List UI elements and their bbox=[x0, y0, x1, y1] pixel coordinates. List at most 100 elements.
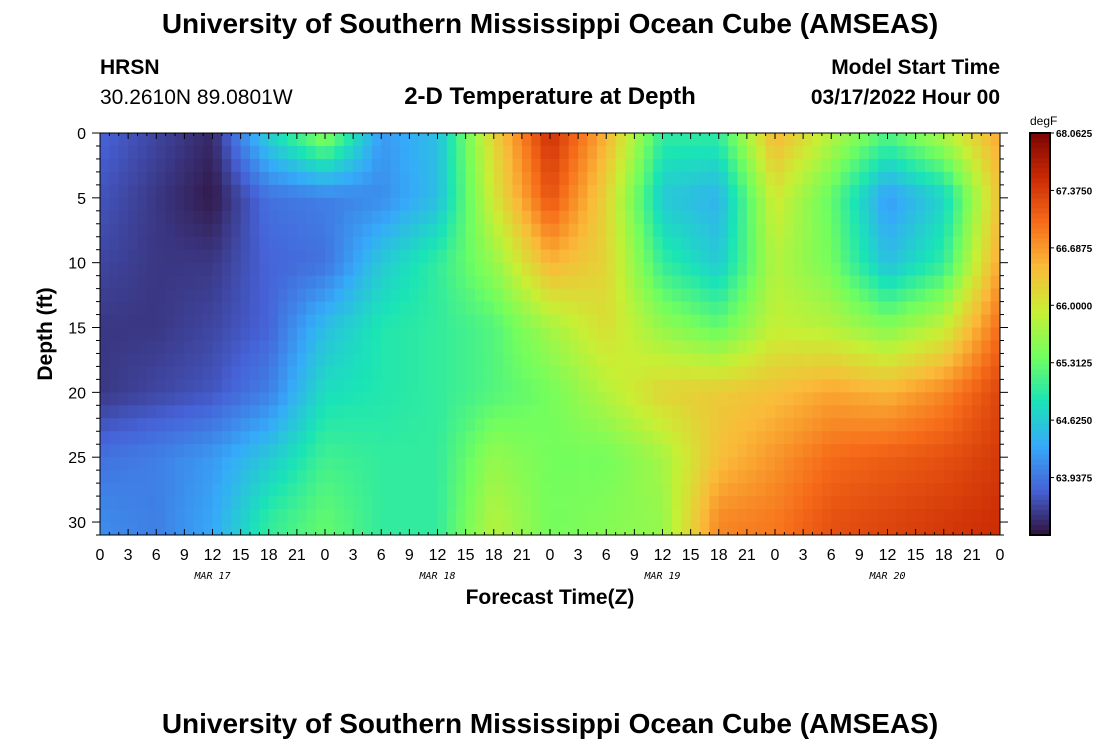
heatmap-cell bbox=[100, 158, 110, 173]
heatmap-cell bbox=[418, 509, 429, 523]
heatmap-cell bbox=[221, 366, 232, 380]
heatmap-cell bbox=[662, 496, 673, 510]
heatmap-cell bbox=[953, 353, 964, 368]
heatmap-cell bbox=[503, 236, 514, 251]
heatmap-cell bbox=[840, 288, 851, 303]
x-tick-label: 6 bbox=[152, 547, 161, 564]
heatmap-cell bbox=[409, 301, 420, 316]
x-tick-label: 3 bbox=[349, 547, 358, 564]
heatmap-cell bbox=[475, 509, 485, 523]
heatmap-cell bbox=[353, 470, 364, 484]
heatmap-cell bbox=[221, 145, 232, 160]
heatmap-cell bbox=[728, 223, 739, 238]
heatmap-cell bbox=[381, 158, 392, 173]
heatmap-cell bbox=[709, 470, 720, 484]
heatmap-cell bbox=[118, 262, 129, 277]
heatmap-cell bbox=[981, 262, 992, 277]
heatmap-cell bbox=[587, 353, 598, 368]
heatmap-cell bbox=[737, 262, 748, 277]
heatmap-cell bbox=[287, 301, 298, 316]
heatmap-cell bbox=[962, 236, 973, 251]
heatmap-cell bbox=[831, 301, 842, 316]
heatmap-cell bbox=[503, 314, 514, 329]
heatmap-cell bbox=[700, 236, 710, 251]
heatmap-cell bbox=[578, 171, 589, 186]
heatmap-cell bbox=[465, 223, 476, 238]
heatmap-cell bbox=[221, 509, 232, 523]
heatmap-cell bbox=[887, 301, 898, 316]
heatmap-cell bbox=[821, 444, 832, 458]
heatmap-cell bbox=[540, 340, 551, 355]
heatmap-cell bbox=[896, 210, 907, 225]
heatmap-cell bbox=[662, 405, 673, 419]
heatmap-cell bbox=[418, 522, 429, 535]
heatmap-cell bbox=[306, 171, 317, 186]
heatmap-cell bbox=[915, 327, 926, 342]
heatmap-cell bbox=[240, 353, 251, 368]
heatmap-cell bbox=[737, 392, 748, 406]
heatmap-cell bbox=[915, 392, 926, 406]
heatmap-cell bbox=[175, 457, 185, 471]
heatmap-cell bbox=[953, 210, 964, 225]
heatmap-cell bbox=[250, 522, 260, 535]
heatmap-cell bbox=[662, 288, 673, 303]
heatmap-cell bbox=[643, 392, 654, 406]
heatmap-cell bbox=[831, 236, 842, 251]
heatmap-cell bbox=[868, 184, 879, 199]
heatmap-cell bbox=[615, 483, 626, 497]
heatmap-cell bbox=[193, 470, 204, 484]
heatmap-cell bbox=[475, 496, 485, 510]
heatmap-cell bbox=[990, 522, 1000, 535]
heatmap-cell bbox=[137, 340, 148, 355]
heatmap-cell bbox=[718, 184, 729, 199]
heatmap-cell bbox=[906, 223, 917, 238]
heatmap-cell bbox=[371, 353, 382, 368]
heatmap-cell bbox=[362, 223, 373, 238]
heatmap-cell bbox=[887, 262, 898, 277]
heatmap-cell bbox=[775, 457, 785, 471]
heatmap-cell bbox=[662, 327, 673, 342]
heatmap-cell bbox=[587, 288, 598, 303]
heatmap-cell bbox=[278, 418, 289, 432]
heatmap-cell bbox=[381, 379, 392, 393]
heatmap-cell bbox=[371, 483, 382, 497]
heatmap-cell bbox=[990, 314, 1000, 329]
heatmap-cell bbox=[484, 483, 495, 497]
heatmap-cell bbox=[803, 171, 814, 186]
heatmap-cell bbox=[681, 444, 692, 458]
heatmap-cell bbox=[615, 470, 626, 484]
heatmap-cell bbox=[128, 444, 139, 458]
heatmap-cell bbox=[371, 223, 382, 238]
x-tick-label: 12 bbox=[204, 547, 222, 564]
colorbar-segment bbox=[1030, 349, 1050, 355]
heatmap-cell bbox=[484, 522, 495, 535]
heatmap-cell bbox=[578, 353, 589, 368]
heatmap-cell bbox=[971, 133, 982, 147]
heatmap-cell bbox=[409, 392, 420, 406]
heatmap-cell bbox=[409, 327, 420, 342]
heatmap-cell bbox=[156, 353, 167, 368]
heatmap-cell bbox=[550, 470, 560, 484]
heatmap-cell bbox=[681, 327, 692, 342]
heatmap-cell bbox=[184, 405, 195, 419]
heatmap-cell bbox=[821, 470, 832, 484]
heatmap-cell bbox=[193, 158, 204, 173]
heatmap-cell bbox=[212, 366, 223, 380]
heatmap-cell bbox=[953, 158, 964, 173]
heatmap-cell bbox=[418, 470, 429, 484]
heatmap-cell bbox=[221, 392, 232, 406]
heatmap-cell bbox=[793, 288, 804, 303]
heatmap-cell bbox=[831, 405, 842, 419]
heatmap-cell bbox=[896, 366, 907, 380]
heatmap-cell bbox=[184, 133, 195, 147]
heatmap-cell bbox=[850, 145, 860, 160]
heatmap-cell bbox=[990, 133, 1000, 147]
heatmap-cell bbox=[193, 444, 204, 458]
heatmap-cell bbox=[400, 353, 410, 368]
heatmap-cell bbox=[184, 210, 195, 225]
heatmap-cell bbox=[250, 133, 260, 147]
heatmap-cell bbox=[690, 262, 701, 277]
heatmap-cell bbox=[775, 431, 785, 445]
x-tick-label: 0 bbox=[96, 547, 105, 564]
heatmap-cell bbox=[193, 522, 204, 535]
